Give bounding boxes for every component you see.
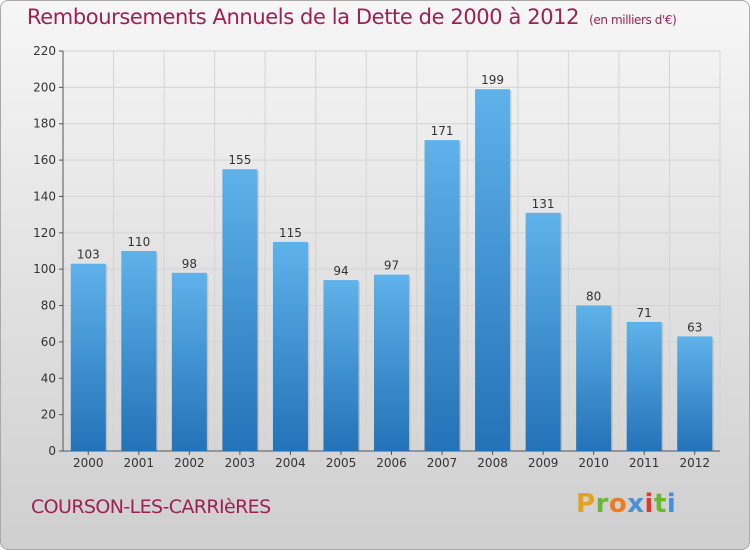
bar [272,241,308,451]
data-label: 80 [586,290,601,304]
bar [323,280,359,451]
data-label: 98 [182,257,197,271]
x-tick-label: 2004 [275,456,306,470]
data-label: 103 [77,248,100,262]
data-label: 97 [384,259,399,273]
y-tick-label: 0 [48,444,56,458]
x-tick-label: 2005 [326,456,357,470]
y-tick-label: 40 [41,371,56,385]
bars [70,89,714,451]
bar [374,274,409,451]
labels: 0 20 40 60 80 100 120 140 160 180 200 220 103 2000 110… [33,44,710,470]
y-tick-label: 100 [33,262,56,276]
bar [171,272,207,451]
y-tick-label: 120 [33,226,56,240]
data-label: 94 [333,264,348,278]
bar [677,336,713,451]
logo-letter: t [653,489,667,519]
logo-letter: i [666,489,677,519]
chart-subtitle: (en milliers d'€) [589,13,677,27]
proxiti-logo: Proxiti [576,489,676,519]
bar [475,89,511,451]
logo-letter: r [595,489,609,519]
bar [525,212,561,451]
bar [576,305,612,451]
x-tick-label: 2003 [225,456,256,470]
data-label: 131 [532,197,555,211]
bar [222,169,258,451]
x-tick-label: 2010 [578,456,609,470]
x-tick-label: 2001 [124,456,155,470]
x-tick-label: 2002 [174,456,205,470]
x-tick-label: 2009 [528,456,559,470]
data-label: 171 [431,124,454,138]
x-tick-label: 2008 [477,456,508,470]
y-tick-label: 80 [41,299,56,313]
x-tick-label: 2000 [73,456,104,470]
logo-letter: o [608,489,628,519]
x-tick-label: 2011 [629,456,660,470]
data-label: 110 [127,235,150,249]
y-tick-label: 180 [33,117,56,131]
chart-title: Remboursements Annuels de la Dette de 20… [27,5,677,29]
y-tick-label: 140 [33,189,56,203]
bar [121,251,157,451]
chart-title-text: Remboursements Annuels de la Dette de 20… [27,5,580,29]
data-label: 155 [228,153,251,167]
x-tick-label: 2007 [427,456,458,470]
logo-letter: x [627,489,645,519]
bar [70,263,106,451]
data-label: 115 [279,226,302,240]
data-label: 63 [687,320,702,334]
y-tick-label: 60 [41,335,56,349]
bar [626,321,662,451]
y-tick-label: 20 [41,408,56,422]
x-tick-label: 2006 [376,456,407,470]
logo-letter: P [576,489,596,519]
data-label: 199 [481,73,504,87]
x-tick-label: 2012 [679,456,710,470]
logo-letter: i [644,489,654,519]
data-label: 71 [637,306,652,320]
y-tick-label: 220 [33,44,56,58]
city-name: COURSON-LES-CARRIèRES [31,496,271,518]
bar [424,140,460,451]
y-tick-label: 160 [33,153,56,167]
y-tick-label: 200 [33,80,56,94]
